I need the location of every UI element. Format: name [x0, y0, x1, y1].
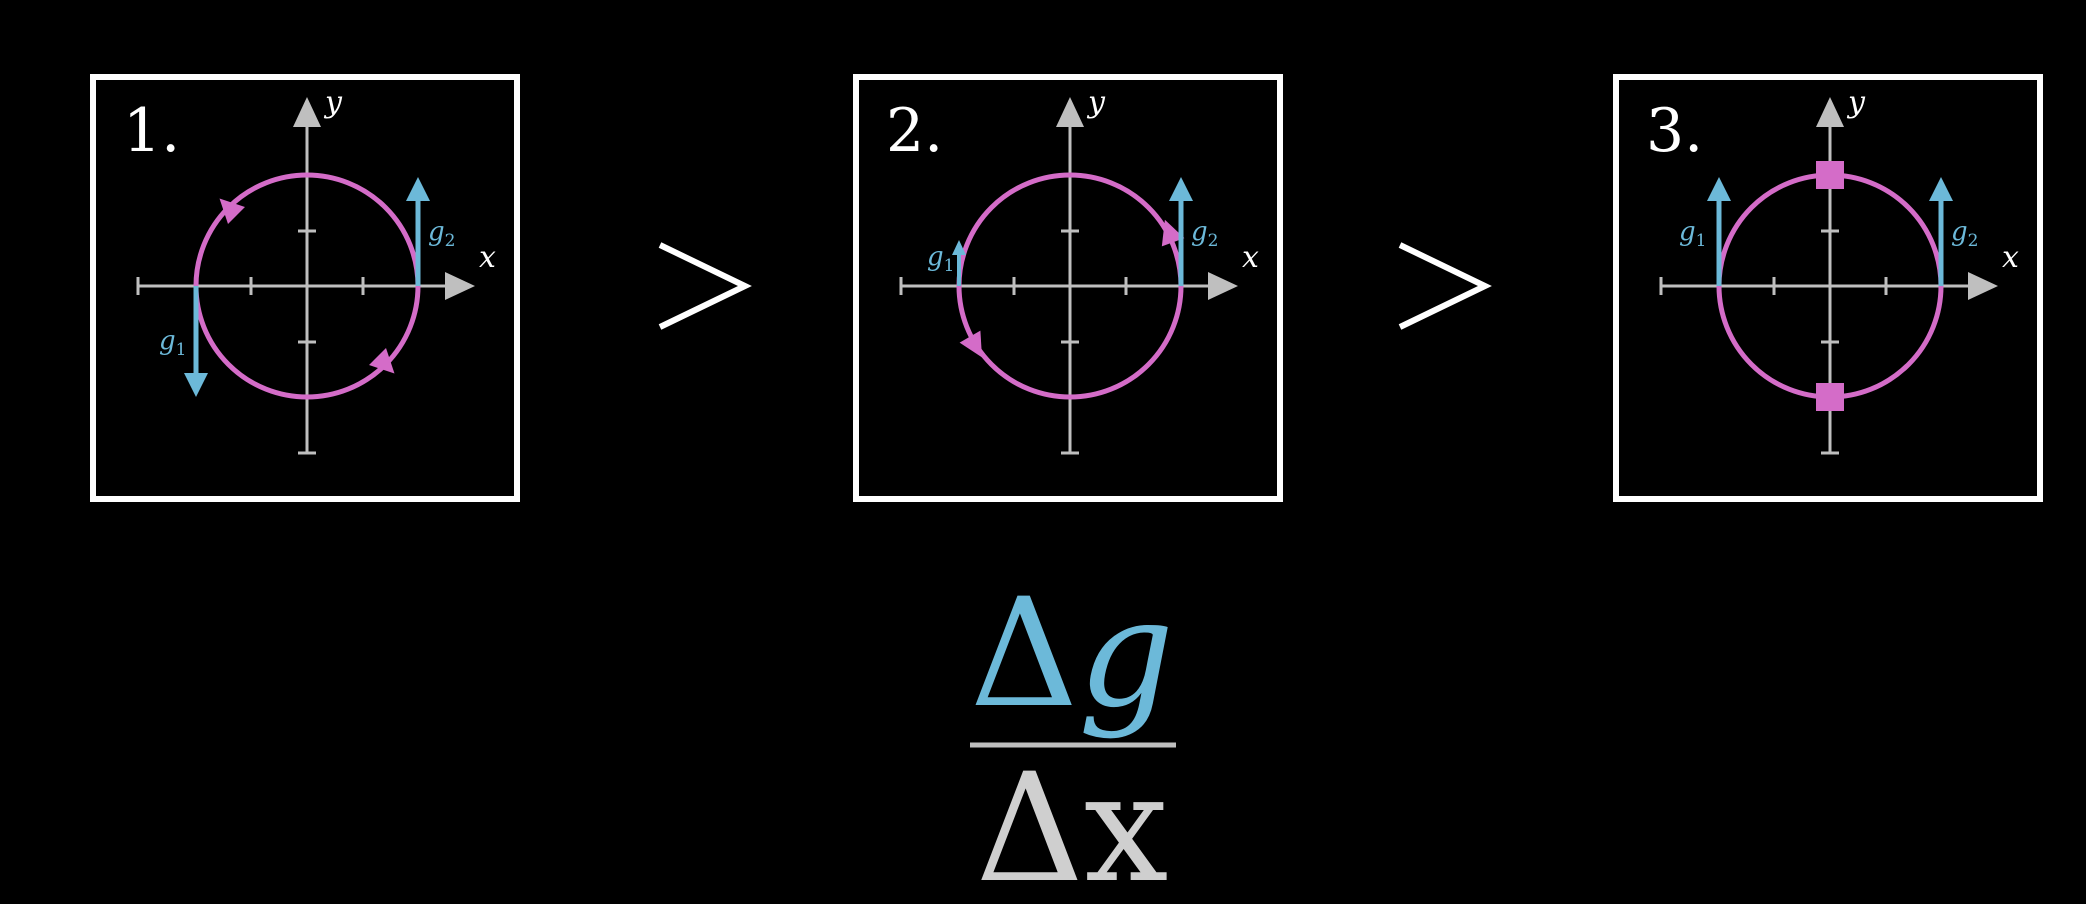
y-axis-label: y	[323, 85, 343, 120]
numerator-variable: g	[1078, 567, 1174, 741]
stationary-marker-bottom	[1816, 383, 1844, 411]
panel-number: 3.	[1646, 96, 1703, 166]
y-axis-arrowhead	[293, 97, 321, 127]
g2-vector	[1929, 177, 1953, 286]
g2-vector-head	[406, 177, 430, 201]
g1-label: g1	[927, 242, 954, 276]
g2-vector-head	[1929, 177, 1953, 201]
numerator-delta: Δ	[970, 567, 1078, 741]
direction-arrow	[959, 330, 982, 358]
x-axis-arrowhead	[445, 272, 475, 300]
y-axis-arrowhead	[1816, 97, 1844, 127]
y-axis-label: y	[1086, 85, 1106, 120]
g2-label: g2	[428, 217, 455, 251]
formula-denominator: Δx	[976, 742, 1169, 904]
panel-frame	[853, 74, 1283, 502]
panel-number: 2.	[886, 96, 943, 166]
formula-numerator: Δg	[970, 567, 1174, 741]
axes	[136, 97, 475, 455]
y-axis-arrowhead	[1056, 97, 1084, 127]
g2-label: g2	[1951, 217, 1978, 251]
comparison-greater-than-2	[1398, 242, 1492, 330]
panel-frame	[90, 74, 520, 502]
direction-arrow	[369, 348, 395, 374]
x-axis-label: x	[1242, 240, 1259, 275]
g1-vector	[184, 286, 208, 397]
g1-vector-head	[184, 373, 208, 397]
g1-vector	[952, 240, 966, 286]
g1-label: g1	[1679, 217, 1706, 251]
g1-vector-head	[1707, 177, 1731, 201]
stationary-marker-top	[1816, 161, 1844, 189]
g1-vector-head	[952, 240, 966, 255]
panel-3: 3. y x g1 g2	[1613, 74, 2043, 502]
formula-fraction: Δg Δx	[970, 567, 1176, 904]
panel-frame	[1613, 74, 2043, 502]
panel-1: 1. y x g1 g2	[90, 74, 520, 502]
g1-label: g1	[159, 326, 186, 360]
g1-vector	[1707, 177, 1731, 286]
x-axis-arrowhead	[1968, 272, 1998, 300]
g2-vector	[406, 177, 430, 286]
comparison-greater-than-1	[658, 242, 752, 330]
g2-vector-head	[1169, 177, 1193, 201]
panel-number: 1.	[123, 96, 180, 166]
panel-2: 2. y x g1 g2	[853, 74, 1283, 502]
x-axis-label: x	[2002, 240, 2019, 275]
x-axis-label: x	[479, 240, 496, 275]
g2-vector	[1169, 177, 1193, 286]
g2-label: g2	[1191, 217, 1218, 251]
y-axis-label: y	[1846, 85, 1866, 120]
x-axis-arrowhead	[1208, 272, 1238, 300]
